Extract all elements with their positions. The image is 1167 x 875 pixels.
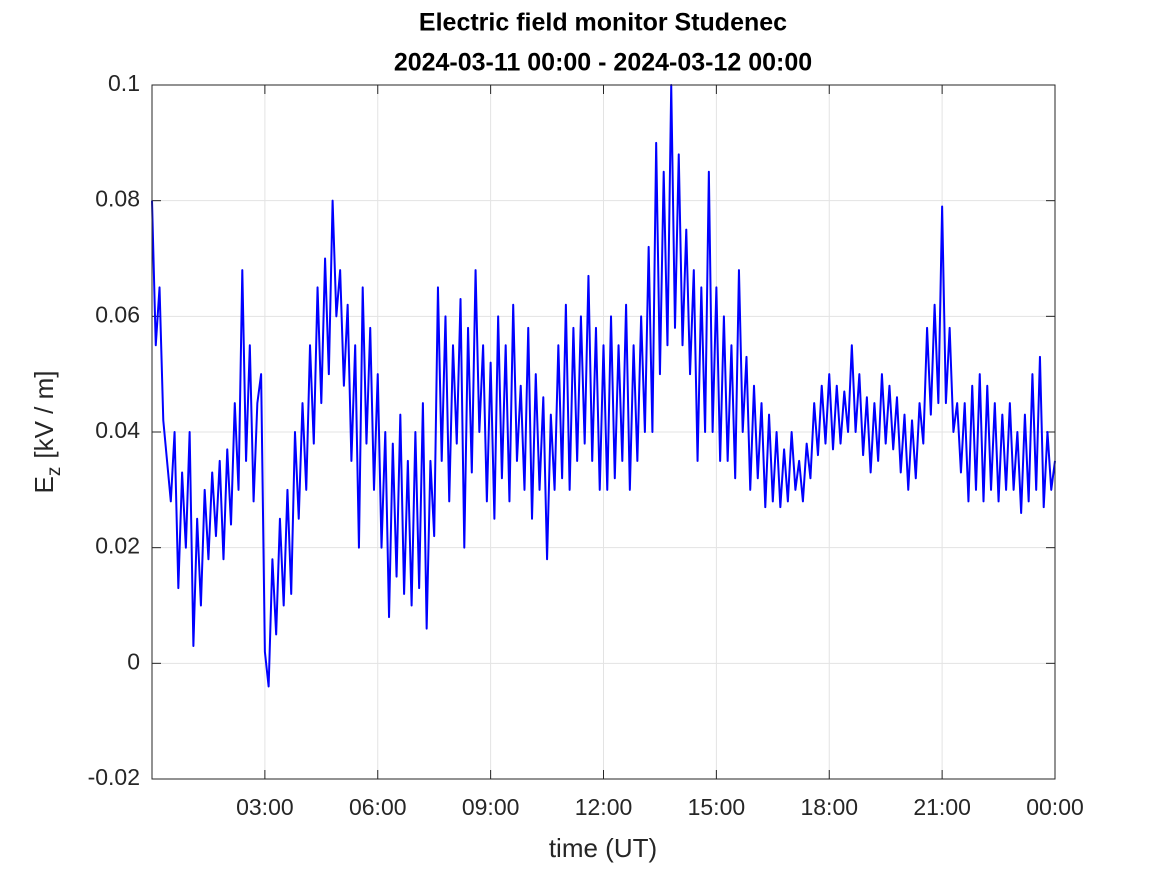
x-tick-label: 21:00 (913, 794, 971, 820)
plot-frame (151, 84, 1056, 780)
x-tick-label: 12:00 (575, 794, 633, 820)
y-label-subscript: z (44, 467, 65, 477)
chart-title: Electric field monitor Studenec (419, 9, 787, 37)
y-axis-label: Ez [kV / m] (29, 371, 65, 494)
y-tick-label: 0.04 (95, 417, 140, 443)
y-tick-label: 0.08 (95, 186, 140, 212)
data-line (151, 84, 1056, 688)
x-tick-label: 09:00 (462, 794, 520, 820)
y-tick-label: 0.02 (95, 533, 140, 559)
y-tick-label: -0.02 (88, 764, 140, 790)
x-tick-label: 06:00 (349, 794, 407, 820)
x-tick-label: 03:00 (236, 794, 294, 820)
x-tick-label: 18:00 (800, 794, 858, 820)
x-tick-label: 15:00 (688, 794, 746, 820)
y-label-symbol: E (29, 476, 59, 493)
x-tick-label: 00:00 (1026, 794, 1084, 820)
x-axis-label: time (UT) (549, 833, 657, 863)
y-tick-label: 0.06 (95, 301, 140, 327)
y-label-unit: [kV / m] (29, 371, 59, 459)
chart-subtitle: 2024-03-11 00:00 - 2024-03-12 00:00 (394, 49, 812, 77)
y-tick-label: 0 (127, 648, 140, 674)
y-tick-label: 0.1 (108, 70, 140, 96)
